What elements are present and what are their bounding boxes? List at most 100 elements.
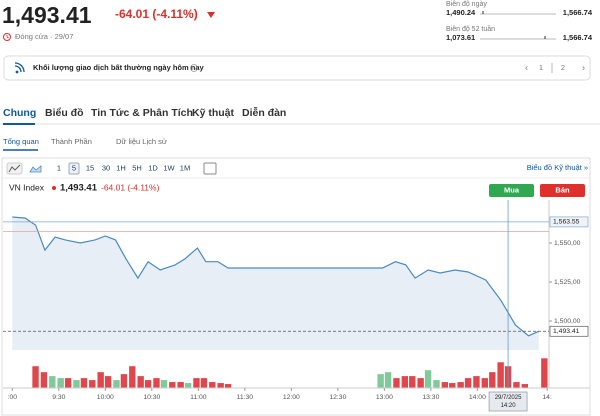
- volume-bar: [541, 358, 548, 388]
- y-tick-label: 1,550,00: [554, 240, 581, 247]
- volume-bar: [193, 378, 200, 388]
- crosshair-time: 14:20: [501, 403, 517, 409]
- feed-icon: [14, 62, 25, 73]
- y-tick-label: 1,500,00: [554, 318, 581, 325]
- volume-bar: [441, 382, 449, 388]
- x-tick-label: 10:30: [143, 394, 160, 401]
- news-page: 1: [539, 63, 543, 72]
- interval[interactable]: 5H: [132, 163, 142, 172]
- interval[interactable]: 30: [102, 163, 110, 172]
- volume-bar: [401, 376, 409, 388]
- info-icon[interactable]: [190, 64, 198, 72]
- chart-type-icon[interactable]: [6, 162, 23, 175]
- volume-bar: [224, 384, 232, 388]
- volume-bar: [144, 380, 152, 388]
- interval[interactable]: 1M: [180, 163, 190, 172]
- buy-button[interactable]: [489, 184, 534, 197]
- volume-bar: [64, 378, 72, 388]
- volume-bar: [481, 378, 489, 388]
- interval[interactable]: 15: [86, 163, 94, 172]
- sell-label[interactable]: Bán: [555, 185, 570, 194]
- chart-last: 1,493.41: [60, 183, 98, 194]
- news-bar[interactable]: [3, 55, 591, 81]
- crosshair-date: 29/7/2025: [495, 395, 522, 401]
- x-tick-label: :00: [8, 394, 18, 401]
- volume-bar: [57, 378, 64, 388]
- tab[interactable]: Kỹ thuật: [192, 107, 235, 119]
- x-tick-label: 12:00: [283, 394, 300, 401]
- active-interval: [68, 162, 80, 175]
- clock-icon: [3, 33, 11, 41]
- price-change: -64.01 (-4.11%): [115, 7, 198, 21]
- tab[interactable]: Tin Tức & Phân Tích: [91, 107, 193, 119]
- area: [12, 217, 539, 350]
- intervals: 1 5 15 30 1H 5H 1D 1W 1M: [57, 162, 190, 175]
- interval[interactable]: 5: [72, 163, 76, 172]
- subtab[interactable]: Tổng quan: [3, 137, 39, 146]
- volume-bar: [521, 384, 529, 388]
- subtabs: Tổng quan Thành Phần Dữ liệu Lịch sử: [3, 137, 167, 146]
- tab[interactable]: Chung: [3, 107, 36, 119]
- interval[interactable]: 1H: [116, 163, 126, 172]
- range-high: 1,566.74: [563, 8, 593, 17]
- price-level-label: 1,563.55: [553, 219, 580, 226]
- volume-bar: [184, 383, 192, 388]
- news-pages: 2: [561, 63, 565, 72]
- volume-bar: [104, 376, 112, 388]
- price-level-box: [549, 216, 589, 228]
- interval[interactable]: 1W: [163, 163, 175, 172]
- volume-bar: [169, 382, 176, 388]
- volume-bar: [513, 382, 520, 388]
- volume-bar: [32, 366, 39, 388]
- volume-bar: [464, 378, 472, 388]
- volume-bar: [473, 376, 480, 388]
- range-low: 1,490.24: [446, 8, 476, 17]
- x-tick-label: 12:30: [329, 394, 346, 401]
- tab[interactable]: Biểu đồ: [45, 107, 84, 119]
- tab[interactable]: Diễn đàn: [242, 106, 286, 119]
- volume-bar: [449, 383, 456, 388]
- volume-bar: [377, 374, 384, 388]
- feed-icon: [15, 70, 19, 74]
- volume-bar: [177, 382, 184, 388]
- tabs: Chung Biểu đồ Tin Tức & Phân Tích Kỹ thuật D…: [3, 106, 286, 119]
- interval[interactable]: 1: [57, 163, 61, 172]
- subtab[interactable]: Thành Phần: [51, 137, 92, 146]
- range-label: Biên độ ngày: [446, 1, 487, 8]
- volume-bar: [89, 380, 96, 388]
- x-tick-label: 13:00: [376, 394, 393, 401]
- chart-type-glyph: [8, 164, 21, 173]
- volume-bar: [457, 382, 464, 388]
- y-tick-label: 1,525,00: [554, 279, 581, 286]
- status-dot: [52, 186, 56, 190]
- volume-bar: [97, 372, 104, 388]
- price-line: [12, 216, 540, 337]
- volume-bar: [120, 374, 128, 388]
- volume-bar: [409, 376, 416, 388]
- x-tick-label: 11:30: [237, 394, 254, 401]
- calendar-icon[interactable]: [203, 162, 217, 175]
- prev-button[interactable]: ‹: [525, 62, 528, 72]
- volume-bar: [489, 372, 496, 388]
- x-tick-label: 14:00: [469, 394, 486, 401]
- x-tick-label: 10:00: [97, 394, 114, 401]
- volume-bar: [137, 376, 144, 388]
- news-text[interactable]: Khối lượng giao dịch bất thường ngày hôm…: [33, 63, 205, 72]
- volume-bar: [113, 380, 120, 388]
- next-button[interactable]: ›: [582, 62, 585, 72]
- area-icon[interactable]: [29, 165, 42, 173]
- sell-button[interactable]: [540, 184, 585, 197]
- volume-bar: [129, 366, 136, 388]
- clock-hand: [6, 35, 9, 39]
- range-low: 1,073.61: [446, 33, 475, 42]
- volume-bar: [393, 378, 400, 388]
- tech-chart-link[interactable]: Biểu đồ Kỹ thuật »: [527, 163, 588, 172]
- volume-bar: [217, 383, 224, 388]
- subtab[interactable]: Dữ liệu Lịch sử: [116, 137, 167, 146]
- interval[interactable]: 1D: [148, 163, 158, 172]
- volume-bar: [433, 380, 440, 388]
- buy-label[interactable]: Mua: [504, 185, 520, 194]
- chart-change: -64.01 (-4.11%): [101, 182, 160, 192]
